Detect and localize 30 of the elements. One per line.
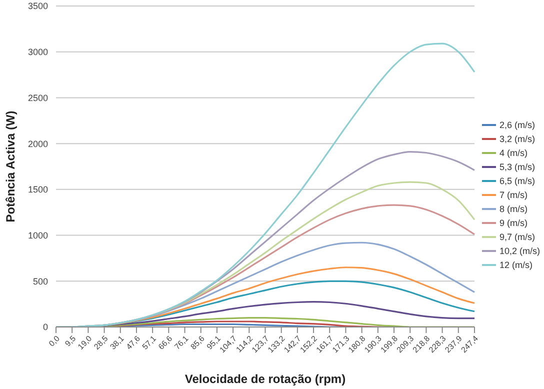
x-tick-label: 85,6 xyxy=(188,334,207,352)
legend-label: 8 (m/s) xyxy=(499,204,528,214)
legend-label: 12 (m/s) xyxy=(499,260,532,270)
x-tick-label: 38,1 xyxy=(108,334,126,352)
legend-label: 5,3 (m/s) xyxy=(499,162,535,172)
legend-label: 7 (m/s) xyxy=(499,190,528,200)
y-tick-label: 1000 xyxy=(28,230,48,240)
y-tick-label: 1500 xyxy=(28,184,48,195)
x-tick-label: 0,0 xyxy=(47,334,62,348)
x-tick-label: 19,0 xyxy=(76,334,94,352)
y-tick-label: 2000 xyxy=(28,138,48,149)
x-tick-label: 76,1 xyxy=(172,334,191,352)
x-axis-title: Velocidade de rotação (rpm) xyxy=(184,372,346,386)
x-tick-label: 57,1 xyxy=(140,334,158,352)
legend-label: 9 (m/s) xyxy=(499,218,528,228)
y-tick-label: 3500 xyxy=(28,1,48,12)
legend-label: 4 (m/s) xyxy=(499,148,528,158)
y-tick-label: 3000 xyxy=(28,47,48,58)
y-tick-label: 2500 xyxy=(28,92,48,103)
x-tick-label: 66,6 xyxy=(156,334,174,352)
x-tick-label: 47,6 xyxy=(124,334,142,352)
y-tick-label: 0 xyxy=(42,322,48,332)
x-tick-label: 9,5 xyxy=(63,334,78,348)
legend-label: 9,7 (m/s) xyxy=(499,232,535,242)
y-axis-title: Potência Activa (W) xyxy=(3,110,18,222)
y-tick-label: 500 xyxy=(32,276,48,286)
legend-label: 2,6 (m/s) xyxy=(499,120,535,130)
legend-label: 6,5 (m/s) xyxy=(499,176,535,186)
legend-label: 10,2 (m/s) xyxy=(499,246,540,256)
legend-label: 3,2 (m/s) xyxy=(499,134,535,144)
